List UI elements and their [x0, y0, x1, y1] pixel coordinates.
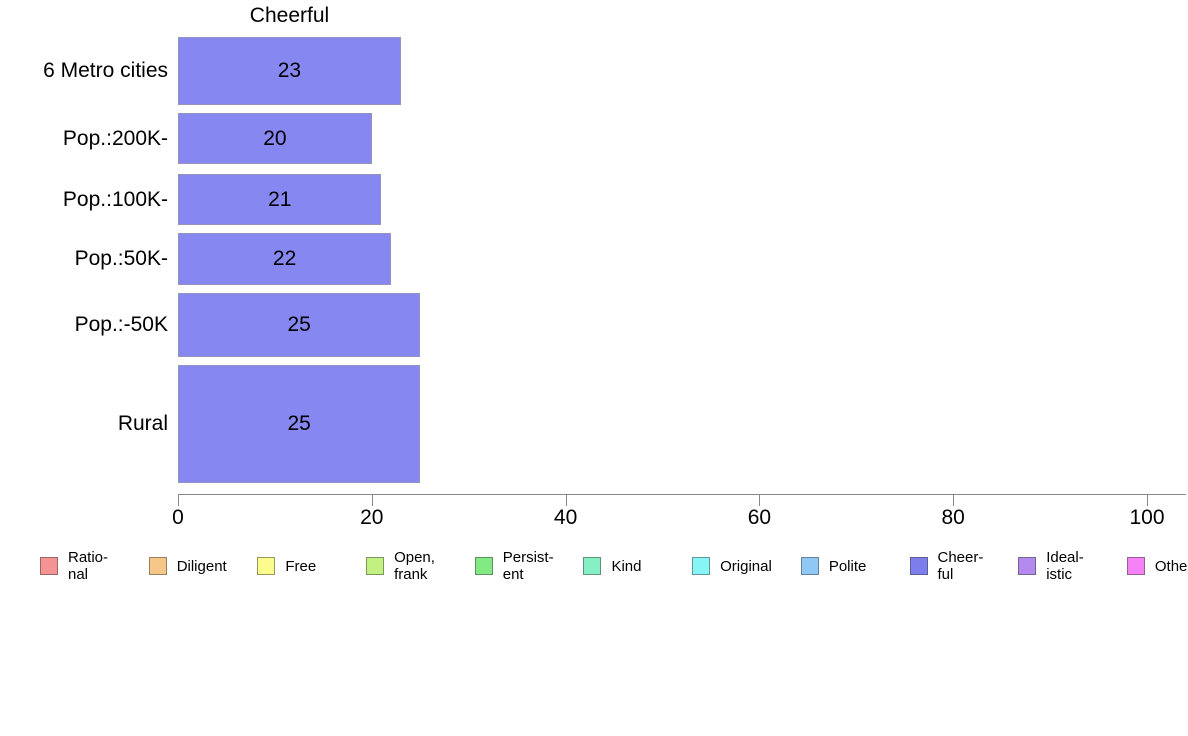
legend-item: Original	[686, 557, 795, 575]
legend-swatch-polite	[800, 557, 819, 575]
x-axis-tick	[371, 495, 373, 506]
legend-item: Diligent	[143, 557, 252, 575]
category-label: Pop.:50K-	[74, 247, 168, 270]
bar: 22	[178, 233, 392, 285]
bar-value-label: 25	[287, 313, 311, 336]
category-label: Pop.:-50K	[74, 313, 168, 336]
x-axis-tick	[565, 495, 567, 506]
legend-swatch-original	[692, 557, 711, 575]
x-axis-tick-label: 100	[1129, 506, 1165, 529]
bar-value-label: 23	[277, 59, 302, 82]
category-label: 6 Metro cities	[43, 59, 168, 82]
bar: 25	[178, 365, 421, 483]
legend-swatch-open-frank	[366, 557, 385, 575]
chart-title: Cheerful	[249, 4, 330, 27]
category-label: Pop.:100K-	[62, 187, 168, 211]
legend-swatch-cheerful	[909, 557, 928, 575]
x-axis-tick-label: 0	[172, 506, 184, 529]
x-axis-line	[178, 494, 1186, 495]
x-axis-tick-label: 80	[941, 506, 965, 529]
legend: Ratio-nal Diligent Free Open, frank Persi…	[34, 543, 1188, 589]
x-axis-tick	[1147, 495, 1148, 506]
legend-swatch-free	[257, 557, 276, 575]
legend-item: Polite	[795, 557, 904, 575]
bar-value-label: 21	[268, 187, 292, 211]
x-axis-tick	[178, 495, 179, 506]
x-axis-tick	[953, 495, 955, 506]
category-label: Pop.:200K-	[62, 126, 168, 150]
legend-swatch-idealistic	[1018, 557, 1037, 575]
legend-item: Open, frank	[360, 549, 469, 583]
legend-item: Other	[1121, 557, 1188, 575]
legend-item: Ratio-nal	[34, 549, 143, 583]
legend-swatch-kind	[583, 557, 602, 575]
bar: 20	[178, 113, 372, 164]
legend-item: Persist-ent	[469, 549, 578, 583]
bar-value-label: 22	[272, 247, 297, 270]
bar-value-label: 25	[287, 412, 311, 435]
legend-item: Cheer-ful	[904, 549, 1013, 583]
bar-value-label: 20	[263, 126, 287, 150]
x-axis-tick-label: 20	[360, 506, 384, 529]
legend-item: Kind	[577, 557, 686, 575]
legend-swatch-rational	[40, 557, 58, 575]
bar: 21	[178, 174, 382, 225]
x-axis-tick	[759, 495, 761, 506]
legend-item: Free	[251, 557, 360, 575]
legend-swatch-persistent	[474, 557, 493, 575]
x-axis-tick-label: 60	[747, 506, 772, 529]
bar: 25	[178, 293, 421, 357]
legend-item: Ideal-istic	[1012, 549, 1121, 583]
category-label: Rural	[117, 412, 168, 435]
x-axis-tick-label: 40	[553, 506, 578, 529]
legend-swatch-other	[1126, 557, 1145, 575]
legend-swatch-diligent	[148, 557, 167, 575]
bar: 23	[178, 37, 401, 105]
